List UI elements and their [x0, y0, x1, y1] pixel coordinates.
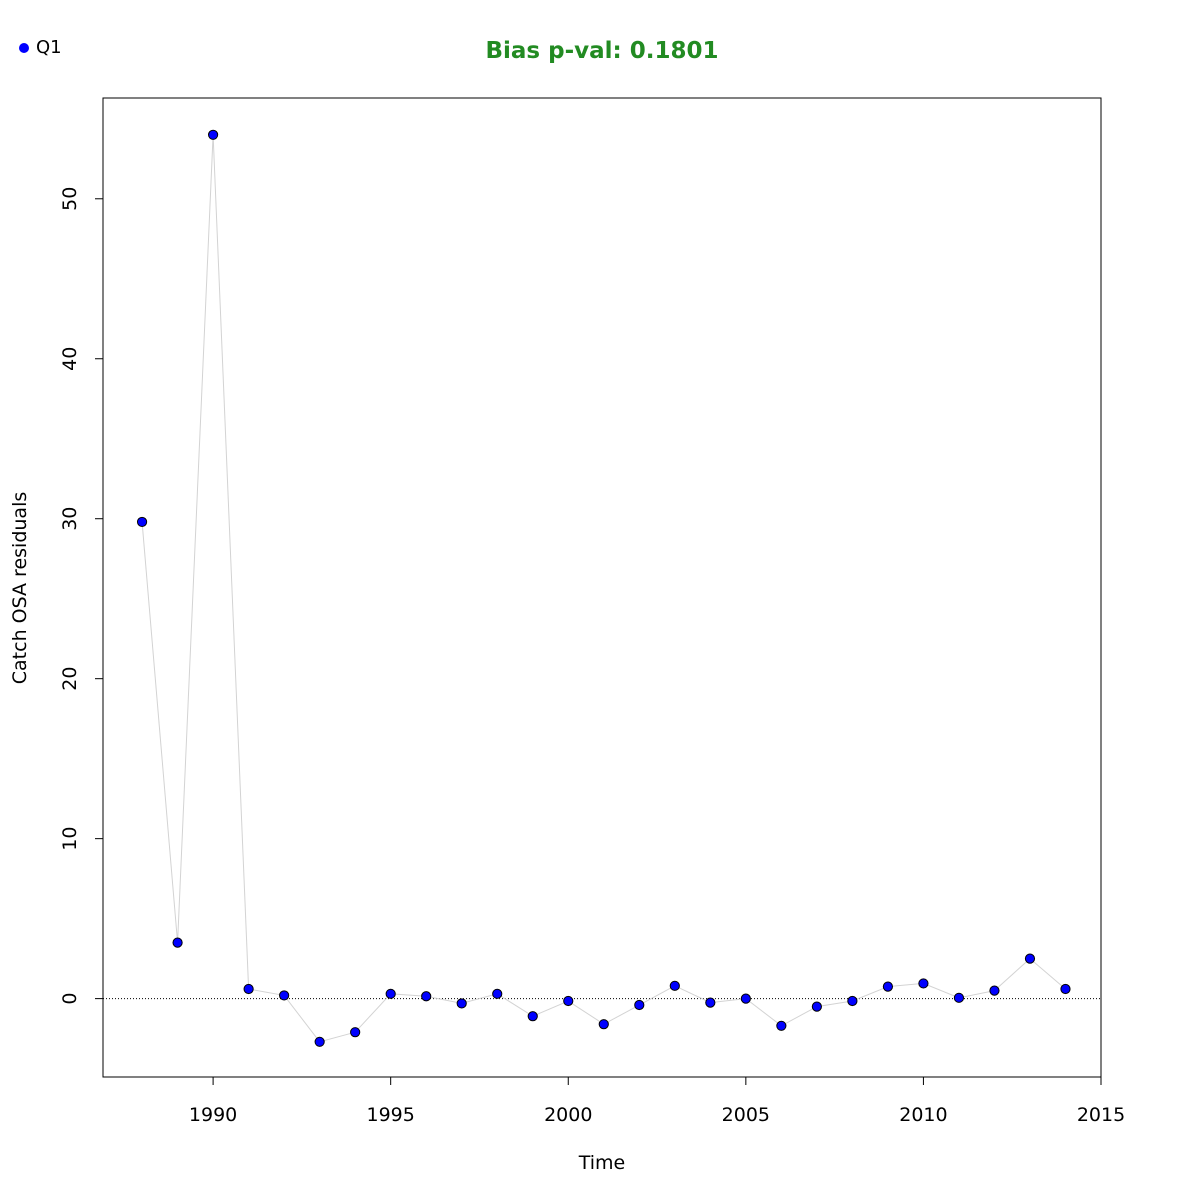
y-axis-title: Catch OSA residuals [9, 492, 31, 684]
y-tick-label: 50 [59, 187, 81, 211]
y-tick-label: 20 [59, 667, 81, 691]
data-point [527, 1011, 538, 1022]
data-point [350, 1027, 361, 1038]
data-point [279, 990, 290, 1001]
data-point [811, 1001, 822, 1012]
x-tick-label: 2010 [899, 1104, 947, 1126]
chart-title: Bias p-val: 0.1801 [486, 38, 719, 64]
x-tick-label: 1990 [189, 1104, 237, 1126]
data-point [953, 992, 965, 1003]
data-point [421, 991, 432, 1002]
legend: Q1 [19, 37, 62, 58]
data-point [563, 995, 574, 1007]
legend-label-q1: Q1 [36, 37, 62, 58]
x-axis-title: Time [578, 1152, 626, 1174]
data-point [456, 998, 467, 1009]
x-tick-label: 1995 [367, 1104, 415, 1126]
data-point [314, 1036, 325, 1047]
data-point [634, 999, 645, 1011]
data-point [776, 1020, 787, 1031]
data-point [385, 988, 396, 999]
data-point [207, 129, 219, 140]
series-points [136, 129, 1071, 1047]
y-tick-label: 0 [59, 993, 81, 1005]
data-point [243, 983, 254, 995]
data-point [136, 516, 148, 528]
data-point [1024, 953, 1036, 964]
data-point [669, 980, 680, 991]
legend-marker-q1 [19, 43, 29, 53]
data-point [1060, 983, 1071, 995]
data-point [705, 997, 716, 1008]
x-tick-label: 2000 [544, 1104, 592, 1126]
y-tick-label: 40 [59, 347, 81, 371]
y-axis: 0 10 20 30 40 50 [59, 187, 104, 1005]
data-point [598, 1019, 609, 1030]
x-axis: 1990 1995 2000 2005 2010 2015 [189, 1076, 1125, 1126]
data-point [918, 978, 929, 989]
y-tick-label: 30 [59, 507, 81, 531]
data-point [847, 995, 858, 1007]
data-point [882, 981, 894, 992]
data-point [989, 985, 1000, 996]
x-tick-label: 2015 [1077, 1104, 1125, 1126]
x-tick-label: 2005 [722, 1104, 770, 1126]
data-point [172, 937, 183, 948]
y-tick-label: 10 [59, 827, 81, 851]
data-point [492, 988, 503, 999]
data-point [740, 993, 751, 1004]
